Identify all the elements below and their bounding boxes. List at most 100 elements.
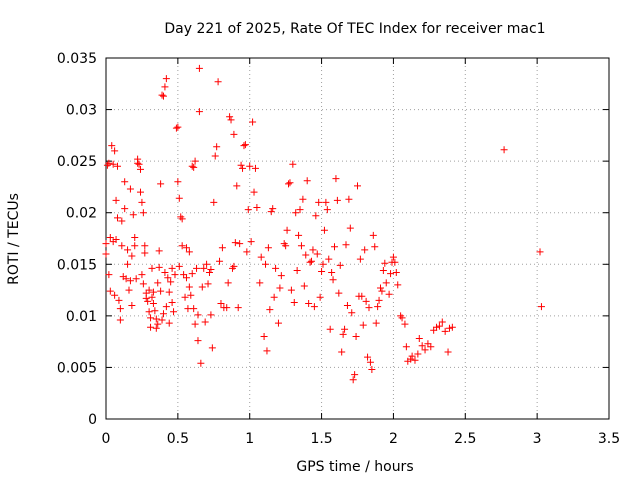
x-tick-label: 0 (102, 431, 111, 447)
data-point (142, 294, 150, 302)
data-point (244, 206, 252, 214)
data-point (185, 248, 193, 256)
data-point (387, 270, 395, 278)
data-point (124, 246, 132, 254)
data-point (351, 371, 359, 379)
data-point (302, 251, 310, 259)
data-point (247, 238, 255, 246)
data-point (381, 259, 389, 267)
data-point (198, 283, 206, 291)
data-point (305, 299, 313, 307)
data-point (112, 236, 120, 244)
data-point (217, 299, 225, 307)
data-point (136, 188, 144, 196)
data-point (161, 83, 169, 91)
data-point (207, 265, 215, 273)
data-point (270, 293, 278, 301)
data-point (326, 325, 334, 333)
data-point (145, 308, 153, 316)
data-point (306, 258, 314, 266)
data-point (251, 164, 259, 172)
data-point (285, 180, 293, 188)
data-point (128, 252, 136, 260)
data-point (188, 270, 196, 278)
data-point (190, 163, 198, 171)
data-point (411, 356, 419, 364)
data-point (240, 142, 248, 150)
data-point (231, 239, 239, 247)
data-point (174, 123, 182, 131)
data-point (323, 206, 331, 214)
data-point (356, 255, 364, 263)
x-tick-label: 0.5 (167, 431, 189, 447)
x-tick-label: 3.5 (598, 431, 620, 447)
data-point (385, 290, 393, 298)
data-point (339, 330, 347, 338)
data-point (139, 209, 147, 217)
data-point (435, 322, 443, 330)
data-point (148, 293, 156, 301)
data-point (151, 307, 159, 315)
data-point (159, 92, 167, 100)
x-tick-label: 3 (533, 431, 542, 447)
grid-lines (106, 58, 609, 419)
data-point (205, 269, 213, 277)
data-point (111, 291, 119, 299)
data-point (328, 269, 336, 277)
data-point (349, 376, 357, 384)
data-point (286, 179, 294, 187)
data-point (201, 318, 209, 326)
data-point (131, 242, 139, 250)
data-point (401, 320, 409, 328)
data-point (194, 311, 202, 319)
data-point (134, 159, 142, 167)
data-point (178, 242, 186, 250)
data-point (128, 302, 136, 310)
data-point (246, 162, 254, 170)
data-point (267, 208, 275, 216)
data-point (277, 272, 285, 280)
data-point (187, 291, 195, 299)
data-point (210, 198, 218, 206)
data-point (113, 162, 121, 170)
data-point (331, 243, 339, 251)
data-point (536, 248, 544, 256)
axis-ticks: 0 0.5 1 1.5 2 2.5 3 3.5 0 0.005 0.01 0.015 0.02 0.025… (57, 51, 620, 447)
data-point (197, 359, 205, 367)
data-point (121, 178, 129, 186)
data-point (379, 266, 387, 274)
data-point (320, 226, 328, 234)
data-point (116, 305, 124, 313)
data-point (149, 288, 157, 296)
data-point (322, 198, 330, 206)
data-point (308, 257, 316, 265)
data-point (402, 343, 410, 351)
data-point (427, 343, 435, 351)
data-point (113, 214, 121, 222)
data-point (167, 278, 175, 286)
data-point (234, 304, 242, 312)
data-point (161, 269, 169, 277)
data-point (157, 287, 165, 295)
data-point (224, 279, 232, 287)
data-point (227, 116, 235, 124)
data-point (315, 198, 323, 206)
data-point (346, 224, 354, 232)
data-point (269, 205, 277, 213)
data-point (441, 327, 449, 335)
data-point (263, 347, 271, 355)
data-point (260, 332, 268, 340)
data-point (126, 277, 134, 285)
data-point (182, 244, 190, 252)
data-point (147, 323, 155, 331)
data-point (216, 257, 224, 265)
data-point (211, 152, 219, 160)
data-point (500, 146, 508, 154)
data-point (296, 206, 304, 214)
y-tick-label: 0.005 (57, 360, 97, 376)
data-point (203, 260, 211, 268)
data-point (155, 263, 163, 271)
data-point (147, 314, 155, 322)
data-point (164, 274, 172, 282)
data-point (325, 255, 333, 263)
